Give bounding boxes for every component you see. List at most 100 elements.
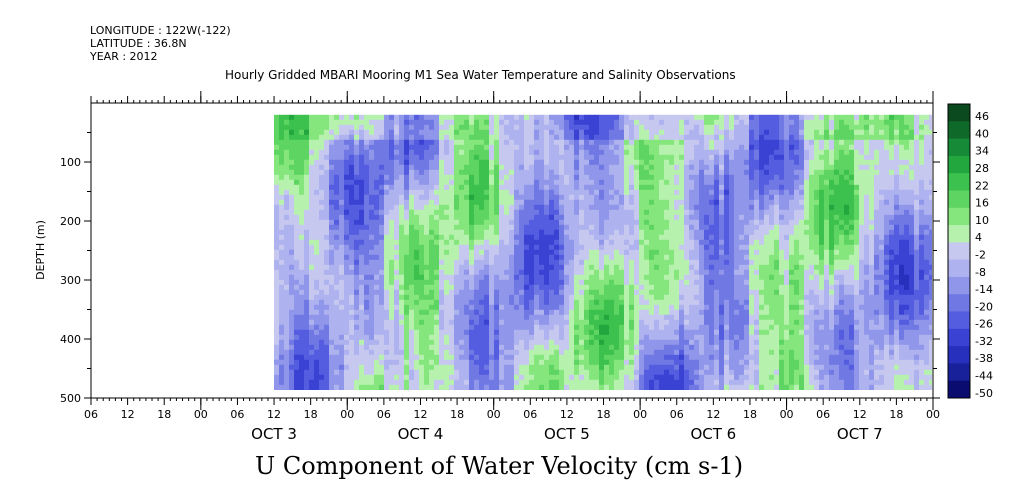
heatmap-cell bbox=[584, 269, 590, 276]
heatmap-cell bbox=[699, 124, 705, 131]
heatmap-cell bbox=[314, 304, 320, 311]
heatmap-cell bbox=[649, 349, 655, 356]
heatmap-cell bbox=[644, 204, 650, 211]
heatmap-cell bbox=[359, 289, 365, 296]
heatmap-cell bbox=[389, 384, 395, 390]
heatmap-cell bbox=[409, 234, 415, 241]
heatmap-cell bbox=[344, 139, 350, 146]
heatmap-cell bbox=[389, 289, 395, 296]
heatmap-cell bbox=[539, 294, 545, 301]
heatmap-cell bbox=[324, 294, 330, 301]
heatmap-cell bbox=[584, 369, 590, 376]
heatmap-cell bbox=[719, 354, 725, 361]
heatmap-cell bbox=[309, 159, 315, 166]
heatmap-cell bbox=[529, 334, 535, 341]
heatmap-cell bbox=[724, 264, 730, 271]
longitude-label: LONGITUDE : 122W(-122) bbox=[90, 24, 231, 37]
heatmap-cell bbox=[474, 359, 480, 366]
heatmap-cell bbox=[394, 229, 400, 236]
heatmap-cell bbox=[409, 249, 415, 256]
heatmap-cell bbox=[334, 334, 340, 341]
heatmap-cell bbox=[494, 344, 500, 351]
heatmap-cell bbox=[404, 114, 410, 121]
heatmap-cell bbox=[504, 249, 510, 256]
heatmap-cell bbox=[359, 204, 365, 211]
heatmap-cell bbox=[724, 179, 730, 186]
heatmap-cell bbox=[564, 374, 570, 381]
heatmap-cell bbox=[689, 249, 695, 256]
heatmap-cell bbox=[424, 289, 430, 296]
heatmap-cell bbox=[429, 384, 435, 390]
heatmap-cell bbox=[544, 174, 550, 181]
heatmap-cell bbox=[299, 159, 305, 166]
heatmap-cell bbox=[499, 384, 505, 390]
heatmap-cell bbox=[404, 309, 410, 316]
heatmap-cell bbox=[714, 134, 720, 141]
heatmap-cell bbox=[294, 139, 300, 146]
heatmap-cell bbox=[459, 244, 465, 251]
heatmap-cell bbox=[704, 184, 710, 191]
heatmap-cell bbox=[719, 124, 725, 131]
heatmap-cell bbox=[474, 379, 480, 386]
heatmap-cell bbox=[599, 334, 605, 341]
heatmap-cell bbox=[324, 269, 330, 276]
heatmap-cell bbox=[354, 139, 360, 146]
heatmap-cell bbox=[339, 369, 345, 376]
heatmap-cell bbox=[634, 199, 640, 206]
heatmap-cell bbox=[509, 299, 515, 306]
heatmap-cell bbox=[524, 274, 530, 281]
heatmap-cell bbox=[624, 139, 630, 146]
heatmap-cell bbox=[504, 289, 510, 296]
heatmap-cell bbox=[644, 324, 650, 331]
heatmap-cell bbox=[699, 284, 705, 291]
heatmap-cell bbox=[629, 119, 635, 126]
heatmap-cell bbox=[554, 259, 560, 266]
heatmap-cell bbox=[649, 324, 655, 331]
heatmap-cell bbox=[619, 354, 625, 361]
heatmap-cell bbox=[404, 374, 410, 381]
heatmap-cell bbox=[499, 369, 505, 376]
heatmap-cell bbox=[694, 114, 700, 121]
heatmap-cell bbox=[519, 319, 525, 326]
heatmap-cell bbox=[399, 244, 405, 251]
heatmap-cell bbox=[654, 119, 660, 126]
heatmap-cell bbox=[319, 174, 325, 181]
heatmap-cell bbox=[604, 254, 610, 261]
heatmap-cell bbox=[669, 119, 675, 126]
heatmap-cell bbox=[454, 184, 460, 191]
heatmap-cell bbox=[379, 259, 385, 266]
heatmap-cell bbox=[419, 144, 425, 151]
heatmap-cell bbox=[329, 349, 335, 356]
heatmap-cell bbox=[634, 374, 640, 381]
heatmap-cell bbox=[709, 289, 715, 296]
heatmap-cell bbox=[554, 354, 560, 361]
heatmap-cell bbox=[484, 199, 490, 206]
heatmap-cell bbox=[274, 139, 280, 146]
heatmap-cell bbox=[619, 184, 625, 191]
heatmap-cell bbox=[564, 344, 570, 351]
heatmap-cell bbox=[369, 339, 375, 346]
heatmap-cell bbox=[604, 349, 610, 356]
heatmap-cell bbox=[634, 234, 640, 241]
heatmap-cell bbox=[649, 329, 655, 336]
heatmap-cell bbox=[349, 219, 355, 226]
heatmap-cell bbox=[509, 144, 515, 151]
heatmap-cell bbox=[479, 229, 485, 236]
heatmap-cell bbox=[484, 134, 490, 141]
heatmap-cell bbox=[699, 364, 705, 371]
heatmap-cell bbox=[504, 234, 510, 241]
heatmap-cell bbox=[699, 304, 705, 311]
heatmap-cell bbox=[469, 164, 475, 171]
heatmap-cell bbox=[599, 159, 605, 166]
heatmap-cell bbox=[389, 234, 395, 241]
heatmap-cell bbox=[394, 174, 400, 181]
heatmap-cell bbox=[449, 129, 455, 136]
heatmap-cell bbox=[409, 129, 415, 136]
heatmap-cell bbox=[709, 239, 715, 246]
heatmap-cell bbox=[634, 269, 640, 276]
heatmap-cell bbox=[484, 214, 490, 221]
heatmap-cell bbox=[644, 144, 650, 151]
heatmap-cell bbox=[709, 279, 715, 286]
heatmap-cell bbox=[449, 334, 455, 341]
heatmap-cell bbox=[574, 179, 580, 186]
